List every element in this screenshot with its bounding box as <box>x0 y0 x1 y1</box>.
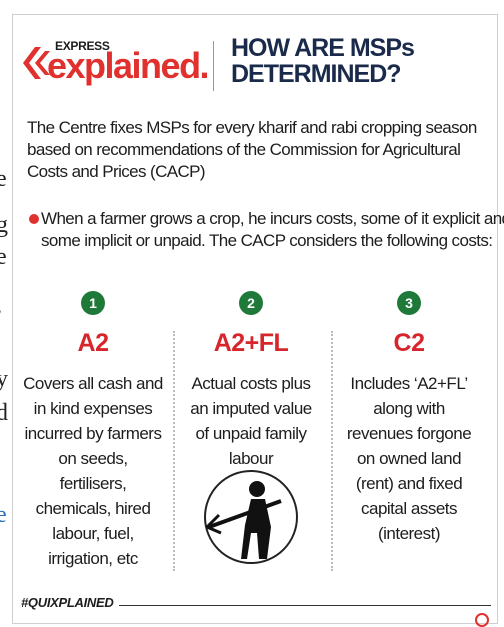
description-line: labour, fuel, <box>18 521 168 546</box>
description-line: on owned land <box>334 446 484 471</box>
intro-line: Costs and Prices (CACP) <box>27 161 477 183</box>
footer-tag: #QUIXPLAINED <box>21 595 113 610</box>
intro: The Centre fixes MSPs for every kharif a… <box>27 117 477 183</box>
bullet-line: some implicit or unpaid. The CACP consid… <box>41 230 504 252</box>
background-fragment: y <box>0 366 8 393</box>
background-fragment: g <box>0 212 8 239</box>
description-line: Includes ‘A2+FL’ <box>334 371 484 396</box>
description-line: along with <box>334 396 484 421</box>
description-line: on seeds, <box>18 446 168 471</box>
bullet-line: When a farmer grows a crop, he incurs co… <box>41 208 504 230</box>
description-line: capital assets <box>334 496 484 521</box>
description-line: Actual costs plus <box>176 371 326 396</box>
intro-line: The Centre fixes MSPs for every kharif a… <box>27 117 477 139</box>
footer-rule <box>119 605 491 606</box>
description-line: in kind expenses <box>18 396 168 421</box>
description-line: incurred by farmers <box>18 421 168 446</box>
separator <box>331 331 333 571</box>
background-fragment: d <box>0 400 8 427</box>
description-line: Covers all cash and <box>18 371 168 396</box>
description-line: (rent) and fixed <box>334 471 484 496</box>
page: ege,yde EXPRESS explained. HOW ARE MSPsD… <box>0 0 504 614</box>
footer-mark <box>475 613 489 627</box>
step-number: 3 <box>397 291 421 315</box>
divider <box>213 41 214 91</box>
description-line: chemicals, hired <box>18 496 168 521</box>
title-line: HOW ARE MSPs <box>231 35 414 61</box>
background-decoration <box>150 0 350 12</box>
title-line: DETERMINED? <box>231 61 414 87</box>
separator <box>173 331 175 571</box>
cost-code: C2 <box>334 329 484 358</box>
background-fragment: e <box>0 244 7 271</box>
description-line: of unpaid family <box>176 421 326 446</box>
description-line: irrigation, etc <box>18 546 168 571</box>
description-line: fertilisers, <box>18 471 168 496</box>
cost-code: A2 <box>18 329 168 358</box>
step-number: 2 <box>239 291 263 315</box>
background-fragment: e <box>0 166 7 193</box>
background-fragment: , <box>0 292 2 319</box>
cost-code: A2+FL <box>176 329 326 358</box>
farmer-icon <box>201 467 301 567</box>
background-fragment: e <box>0 502 7 529</box>
description-line: (interest) <box>334 521 484 546</box>
description-line: an imputed value <box>176 396 326 421</box>
bullet-dot <box>29 214 39 224</box>
intro-line: based on recommendations of the Commissi… <box>27 139 477 161</box>
bullet-text: When a farmer grows a crop, he incurs co… <box>41 208 504 252</box>
description-line: revenues forgone <box>334 421 484 446</box>
brand: explained. <box>47 45 208 87</box>
step-number: 1 <box>81 291 105 315</box>
